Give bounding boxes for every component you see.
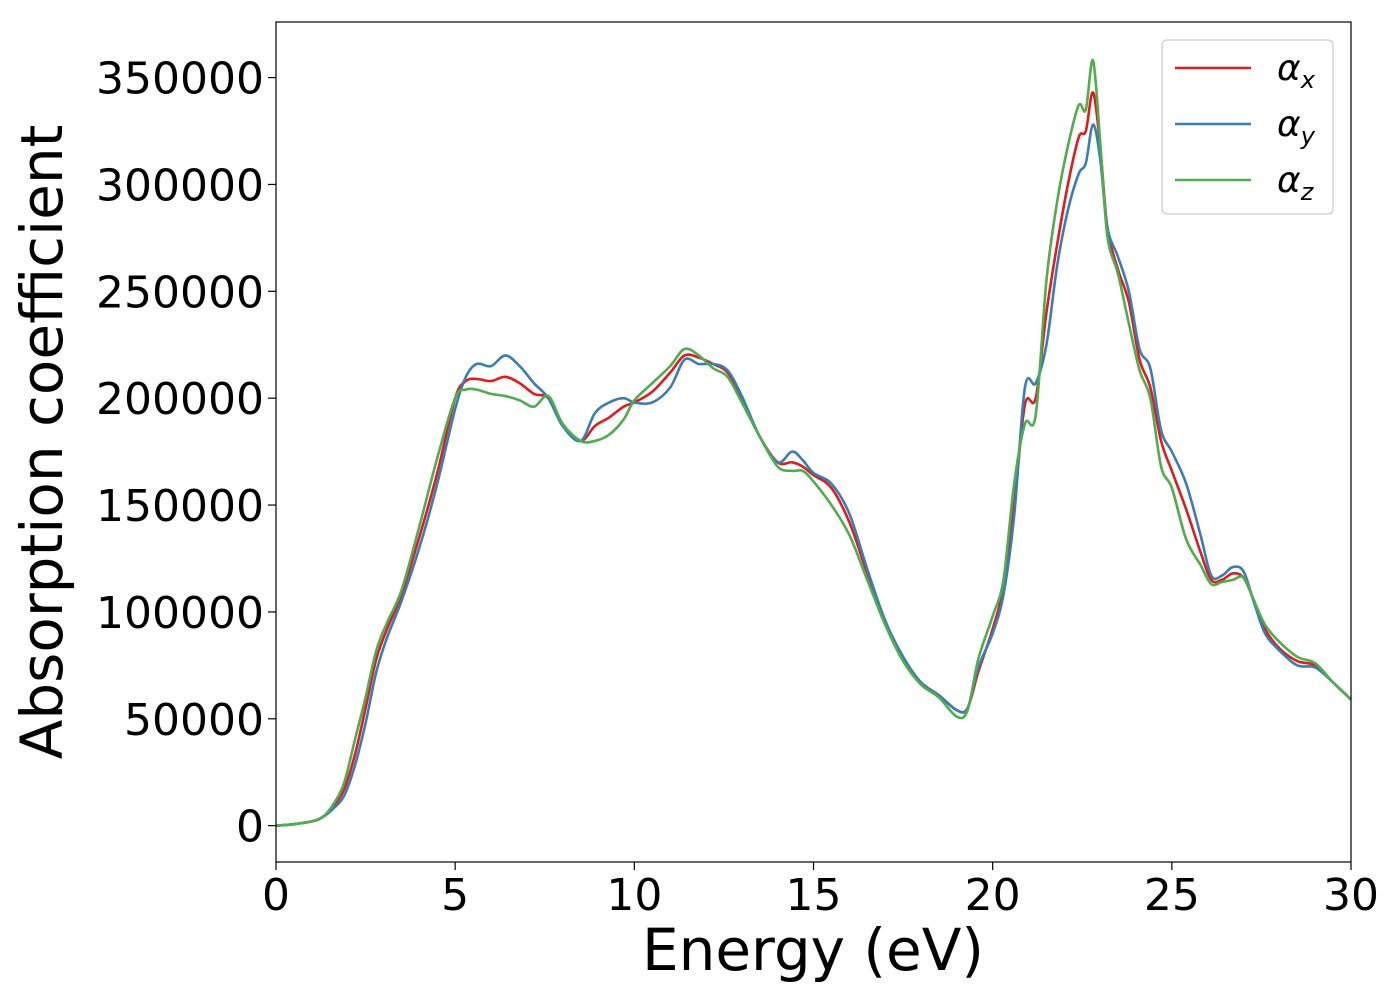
- series-layer: [275, 59, 1352, 827]
- x-tick-label: 20: [965, 870, 1021, 921]
- x-tick-label: 0: [262, 870, 290, 921]
- legend-label-x: αx: [1277, 48, 1316, 94]
- y-tick-label: 250000: [96, 267, 264, 318]
- legend-label-y: αy: [1277, 104, 1316, 150]
- y-tick-label: 200000: [96, 374, 264, 425]
- series-line-z: [275, 59, 1352, 827]
- x-tick-label: 15: [786, 870, 842, 921]
- x-axis-title: Energy (eV): [642, 916, 984, 984]
- x-tick-label: 30: [1323, 870, 1379, 921]
- series-line-x: [275, 91, 1352, 827]
- legend-box: [1161, 39, 1334, 215]
- y-tick-label: 300000: [96, 160, 264, 211]
- y-tick-label: 50000: [124, 695, 264, 746]
- x-tick-label: 5: [441, 870, 469, 921]
- y-axis-title: Absorption coefficient: [8, 125, 76, 760]
- legend: αx αy αz: [1161, 39, 1334, 215]
- legend-label-z: αz: [1277, 160, 1315, 206]
- y-tick-label: 150000: [96, 481, 264, 532]
- series-line-y: [275, 123, 1352, 827]
- y-axis: 0 50000 100000 150000 200000 250000 300000 3500…: [96, 54, 276, 853]
- y-tick-label: 0: [236, 802, 264, 853]
- x-tick-label: 25: [1144, 870, 1200, 921]
- y-tick-label: 100000: [96, 588, 264, 639]
- x-tick-label: 10: [606, 870, 662, 921]
- y-tick-label: 350000: [96, 54, 264, 105]
- x-axis: 0 5 10 15 20 25 30: [262, 862, 1379, 921]
